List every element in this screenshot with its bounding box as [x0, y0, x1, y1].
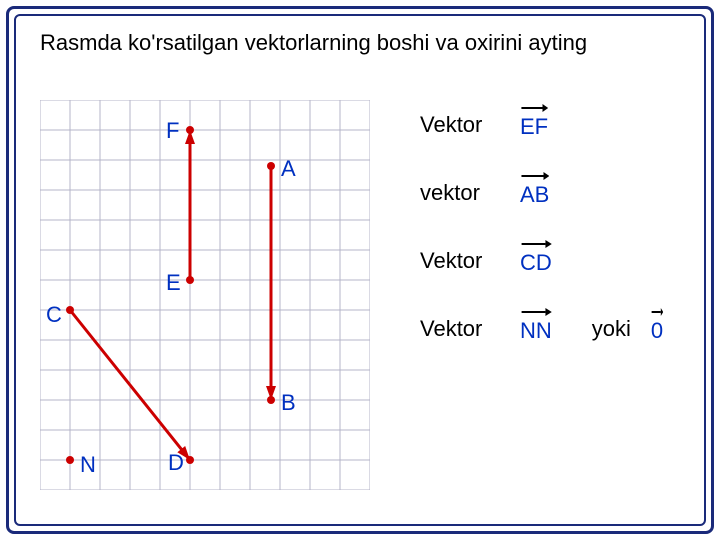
vector-notation: 0: [651, 314, 663, 344]
answer-row: vektor AB: [420, 178, 663, 208]
point-label-e: E: [166, 270, 181, 296]
vector-grid: F A E C B D N: [40, 100, 370, 500]
grid-svg: [40, 100, 370, 490]
answers-panel: Vektor EF vektor AB Vektor CD Vektor NN yoki 0: [420, 110, 663, 382]
answer-label: Vektor: [420, 248, 500, 274]
answer-label: Vektor: [420, 112, 500, 138]
vector-notation: AB: [520, 178, 549, 208]
point-label-c: C: [46, 302, 62, 328]
answer-label: Vektor: [420, 316, 500, 342]
vector-notation: CD: [520, 246, 552, 276]
vector-notation: EF: [520, 110, 548, 140]
point-label-d: D: [168, 450, 184, 476]
point-label-b: B: [281, 390, 296, 416]
point-label-a: A: [281, 156, 296, 182]
answer-extra-word: yoki: [592, 316, 631, 342]
answer-label: vektor: [420, 180, 500, 206]
point-label-f: F: [166, 118, 179, 144]
answer-row: Vektor NN yoki 0: [420, 314, 663, 344]
answer-row: Vektor EF: [420, 110, 663, 140]
answer-row: Vektor CD: [420, 246, 663, 276]
vector-notation: NN: [520, 314, 552, 344]
page-title: Rasmda ko'rsatilgan vektorlarning boshi …: [40, 30, 587, 56]
point-label-n: N: [80, 452, 96, 478]
